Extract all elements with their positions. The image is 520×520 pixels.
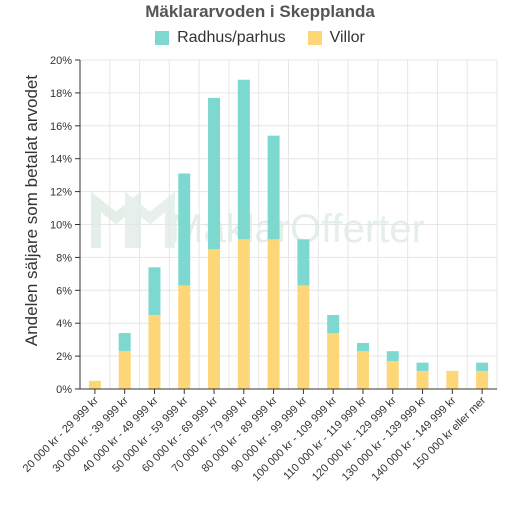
bar-villor-6 xyxy=(267,239,280,389)
y-tick-label: 4% xyxy=(56,318,72,330)
legend: Radhus/parhus Villor xyxy=(0,27,520,49)
watermark-logo xyxy=(91,191,141,248)
bar-radhus-parhus-3 xyxy=(178,173,191,286)
legend-item-radhus[interactable]: Radhus/parhus xyxy=(155,29,286,47)
bar-radhus-parhus-5 xyxy=(237,79,250,240)
legend-label-radhus: Radhus/parhus xyxy=(177,29,286,46)
watermark: MäklarOfferter xyxy=(91,191,425,251)
bar-radhus-parhus-2 xyxy=(148,267,161,315)
y-tick-label: 2% xyxy=(56,351,72,363)
y-tick-label: 16% xyxy=(50,121,72,133)
bar-villor-10 xyxy=(386,361,399,389)
bar-radhus-parhus-1 xyxy=(118,333,131,352)
bar-radhus-parhus-8 xyxy=(327,314,340,334)
bars xyxy=(88,79,489,389)
y-axis-label: Andelen säljare som betalat arvodet xyxy=(22,75,41,346)
bar-villor-0 xyxy=(88,380,101,389)
bar-villor-12 xyxy=(446,370,459,389)
bar-villor-4 xyxy=(208,249,221,389)
y-tick-label: 0% xyxy=(56,384,72,396)
y-tick-label: 20% xyxy=(50,55,72,67)
bar-radhus-parhus-6 xyxy=(267,135,280,240)
bar-radhus-parhus-13 xyxy=(476,362,489,371)
chart-title: Mäklararvoden i Skepplanda xyxy=(145,2,375,21)
y-tick-label: 6% xyxy=(56,285,72,297)
watermark-logo xyxy=(125,191,175,248)
bar-villor-13 xyxy=(476,370,489,389)
bar-villor-5 xyxy=(237,239,250,389)
legend-swatch-villor xyxy=(307,31,322,45)
y-tick-label: 14% xyxy=(50,154,72,166)
bar-villor-8 xyxy=(327,333,340,389)
bar-villor-11 xyxy=(416,370,429,389)
y-tick-label: 8% xyxy=(56,252,72,264)
legend-label-villor: Villor xyxy=(329,29,365,46)
bar-radhus-parhus-7 xyxy=(297,239,310,286)
bar-radhus-parhus-10 xyxy=(386,351,399,362)
bar-radhus-parhus-11 xyxy=(416,362,429,371)
y-tick-label: 12% xyxy=(50,187,72,199)
legend-swatch-radhus xyxy=(155,31,170,45)
gridlines xyxy=(79,59,498,390)
bar-villor-9 xyxy=(356,351,369,389)
y-tick-label: 18% xyxy=(50,88,72,100)
bar-villor-7 xyxy=(297,285,310,389)
y-tick-labels: 0% 2% 4% 6% 8% 10% 12% 14% 16% 18% 20% xyxy=(50,55,72,396)
bar-villor-3 xyxy=(178,285,191,389)
axes xyxy=(75,59,497,394)
bar-villor-2 xyxy=(148,314,161,389)
bar-villor-1 xyxy=(118,351,131,389)
legend-item-villor[interactable]: Villor xyxy=(307,29,365,47)
y-tick-label: 10% xyxy=(50,220,72,232)
bar-radhus-parhus-9 xyxy=(356,342,369,352)
bar-radhus-parhus-4 xyxy=(208,97,221,250)
